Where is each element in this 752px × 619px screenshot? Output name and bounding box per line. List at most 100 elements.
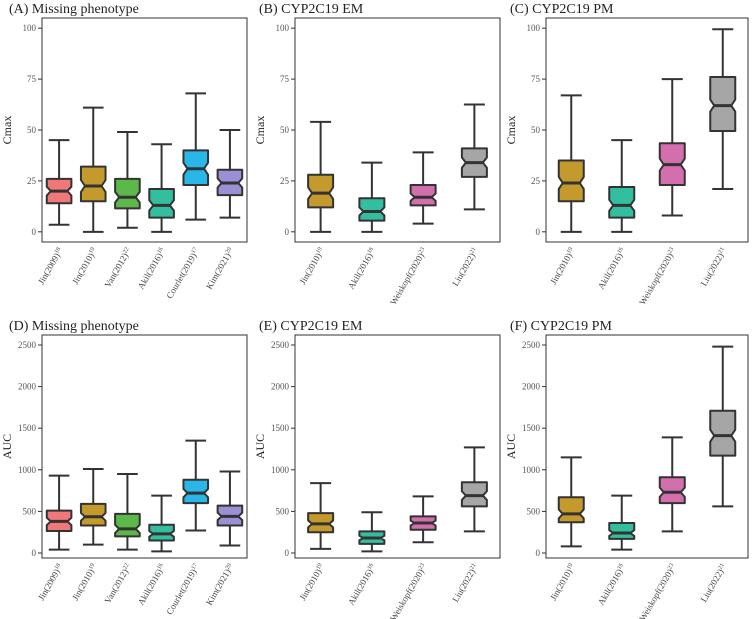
y-tick-label: 50	[27, 125, 37, 135]
y-axis-label: AUC	[0, 434, 14, 459]
y-tick-label: 0	[32, 548, 37, 558]
x-tick-label-reference: 19	[88, 563, 96, 571]
x-tick-label-reference: 17	[191, 563, 199, 571]
box-liu-2022-	[709, 345, 737, 508]
x-tick-label-text: Akil(2016)	[346, 251, 375, 291]
panel-title: (F) CYP2C19 PM	[510, 319, 612, 334]
x-tick-label-reference: 18	[54, 247, 62, 255]
y-axis-label: AUC	[253, 434, 267, 459]
box-akil-2016-	[148, 143, 175, 233]
box-body	[114, 512, 141, 538]
x-tick-label: Weiskopf(2020)23	[637, 562, 678, 619]
y-tick-label: 25	[531, 176, 541, 186]
x-tick-label-reference: 19	[88, 247, 96, 255]
x-tick-label: Kim(2021)20	[204, 246, 236, 291]
box-jin-2010-	[79, 106, 107, 233]
x-tick-label: Jin(2010)19	[297, 562, 326, 602]
x-tick-label-text: Courlet(2019)	[164, 567, 198, 616]
y-tick-label: 2000	[271, 382, 290, 392]
box-weiskopf-2020-	[409, 495, 437, 544]
x-tick-label: Jin(2010)19	[70, 562, 99, 602]
x-tick-label-reference: 21	[469, 563, 477, 571]
x-tick-label-reference: 19	[316, 563, 324, 571]
x-tick-label-text: Liu(2022)	[450, 251, 477, 288]
box-body	[358, 197, 386, 222]
box-body	[409, 183, 437, 207]
x-tick-label-reference: 16	[617, 563, 625, 571]
x-tick-label-text: Akil(2016)	[346, 567, 375, 607]
x-tick-label-reference: 19	[316, 247, 324, 255]
x-tick-label-text: Jin(2010)	[297, 567, 323, 602]
y-tick-label: 2000	[18, 382, 37, 392]
y-tick-label: 1000	[18, 465, 37, 475]
box-body	[557, 159, 585, 203]
x-tick-label: Akil(2016)16	[136, 562, 168, 607]
y-axis-label: Cmax	[253, 116, 267, 145]
x-tick-label: Jin(2009)18	[36, 246, 65, 286]
x-tick-label-text: Van(2012)	[102, 251, 130, 289]
plot-frame	[41, 334, 248, 559]
panel-b: (B) CYP2C19 EM 0 25 50 75 100 Cmax Jin(2010)19 A…	[253, 2, 501, 307]
x-tick-label-reference: 16	[157, 247, 165, 255]
x-tick-label: Jin(2010)19	[70, 246, 99, 286]
box-body	[658, 476, 686, 505]
panel-c: (C) CYP2C19 PM 0 25 50 75 100 Cmax Jin(2010)19 A…	[504, 2, 749, 307]
y-tick-label: 2500	[271, 340, 290, 350]
y-tick-label: 100	[23, 23, 37, 33]
x-tick-label-reference: 23	[667, 563, 675, 571]
y-tick-label: 0	[285, 548, 290, 558]
x-tick-label-reference: 20	[225, 563, 233, 571]
x-tick-label: Jin(2009)18	[36, 562, 65, 602]
y-tick-label: 2500	[18, 340, 37, 350]
x-tick-label: Liu(2022)21	[699, 246, 729, 288]
box-weiskopf-2020-	[409, 151, 437, 225]
box-weiskopf-2020-	[658, 78, 686, 217]
y-tick-label: 0	[285, 227, 290, 237]
x-tick-label-reference: 18	[54, 563, 62, 571]
box-body	[182, 478, 210, 505]
box-jin-2009-	[45, 139, 73, 226]
x-tick-label-reference: 21	[469, 247, 477, 255]
x-tick-label: Akil(2016)16	[596, 246, 628, 291]
x-tick-label-reference: 23	[418, 247, 426, 255]
x-tick-label-text: Jin(2009)	[36, 251, 62, 286]
x-tick-label-reference: 19	[566, 563, 574, 571]
x-tick-label: Akil(2016)16	[136, 246, 168, 291]
y-tick-label: 2500	[522, 340, 541, 350]
y-tick-label: 75	[27, 74, 37, 84]
box-body	[557, 496, 585, 524]
panel-title: (C) CYP2C19 PM	[510, 2, 614, 17]
y-tick-label: 100	[527, 23, 541, 33]
y-axis-label: Cmax	[504, 116, 518, 145]
x-tick-label-reference: 21	[718, 563, 726, 571]
x-tick-label-reference: 22	[122, 247, 130, 255]
y-tick-label: 75	[531, 74, 541, 84]
y-tick-label: 500	[276, 506, 290, 516]
x-tick-label-text: Weiskopf(2020)	[388, 567, 426, 619]
x-tick-label-text: Van(2012)	[102, 567, 130, 605]
x-tick-label: Weiskopf(2020)23	[388, 246, 429, 307]
x-tick-label-text: Liu(2022)	[699, 251, 726, 288]
plot-frame	[294, 17, 501, 243]
box-akil-2016-	[148, 494, 175, 553]
x-tick-label-text: Jin(2010)	[70, 567, 96, 602]
x-tick-label-text: Jin(2009)	[36, 567, 62, 602]
box-body	[148, 188, 175, 219]
box-weiskopf-2020-	[658, 436, 686, 533]
box-jin-2010-	[557, 456, 585, 548]
plot-frame	[545, 334, 749, 559]
x-tick-label-reference: 21	[718, 247, 726, 255]
x-tick-label: Courlet(2019)17	[164, 562, 201, 616]
box-courlet-2019-	[182, 439, 210, 532]
box-van-2012-	[114, 472, 141, 551]
box-kim-2021-	[216, 470, 244, 547]
x-tick-label: Akil(2016)16	[596, 562, 628, 607]
x-tick-label: Weiskopf(2020)23	[388, 562, 429, 619]
y-tick-label: 2000	[522, 382, 541, 392]
y-tick-label: 1500	[18, 423, 37, 433]
x-tick-label-text: Jin(2010)	[297, 251, 323, 286]
x-tick-label: Kim(2021)20	[204, 562, 236, 607]
box-body	[79, 502, 107, 527]
y-tick-label: 0	[32, 227, 37, 237]
